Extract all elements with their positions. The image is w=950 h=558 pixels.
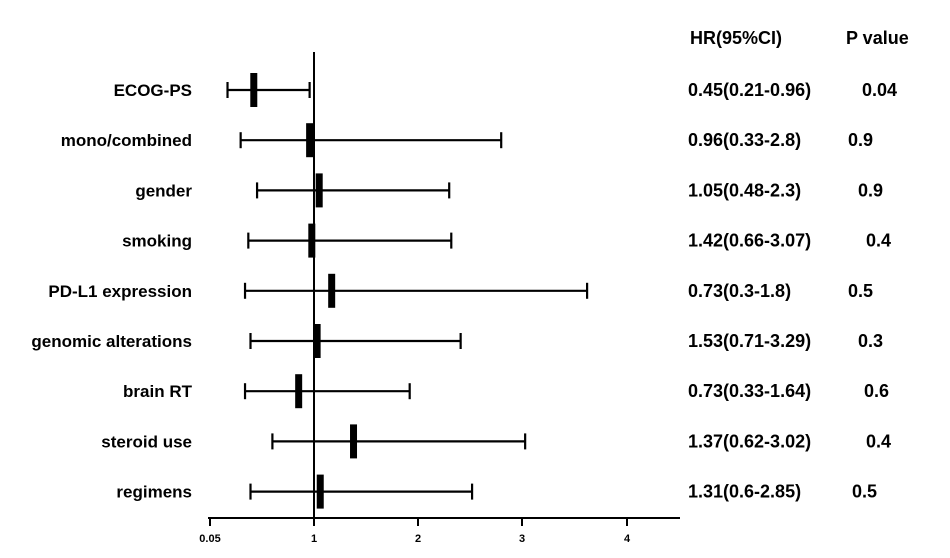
- x-axis: 0.05 1 2 3 4: [199, 517, 680, 545]
- hr-point-marker: [308, 223, 316, 258]
- p-value: 0.6: [864, 381, 889, 401]
- forest-row: PD-L1 expression 0.73(0.3-1.8) 0.5: [48, 273, 873, 308]
- forest-row: ECOG-PS 0.45(0.21-0.96) 0.04: [114, 73, 897, 107]
- variable-label: gender: [135, 181, 192, 200]
- p-value: 0.9: [848, 130, 873, 150]
- x-tick-label: 0.05: [199, 533, 220, 545]
- forest-row: gender 1.05(0.48-2.3) 0.9: [135, 173, 883, 208]
- variable-label: regimens: [116, 483, 192, 502]
- hr-ci-value: 0.73(0.33-1.64): [688, 381, 811, 401]
- p-value: 0.4: [866, 231, 891, 251]
- hr-ci-value: 1.37(0.62-3.02): [688, 431, 811, 451]
- hr-ci-value: 1.42(0.66-3.07): [688, 231, 811, 251]
- variable-label: ECOG-PS: [114, 81, 192, 100]
- variable-label: genomic alterations: [31, 332, 192, 351]
- forest-row: mono/combined 0.96(0.33-2.8) 0.9: [61, 123, 873, 158]
- p-value: 0.04: [862, 80, 897, 100]
- forest-row: brain RT 0.73(0.33-1.64) 0.6: [123, 374, 889, 409]
- x-tick-label: 4: [624, 533, 631, 545]
- forest-row: regimens 1.31(0.6-2.85) 0.5: [116, 474, 877, 509]
- p-value: 0.5: [852, 482, 877, 502]
- hr-point-marker: [313, 324, 321, 358]
- p-value: 0.4: [866, 431, 891, 451]
- forest-row: smoking 1.42(0.66-3.07) 0.4: [122, 223, 891, 258]
- x-tick-label: 2: [415, 533, 421, 545]
- rows-layer: ECOG-PS 0.45(0.21-0.96) 0.04 mono/combined 0…: [31, 52, 897, 518]
- hr-ci-value: 0.45(0.21-0.96): [688, 80, 811, 100]
- variable-label: mono/combined: [61, 131, 192, 150]
- hr-point-marker: [315, 173, 323, 208]
- variable-label: steroid use: [101, 432, 192, 451]
- variable-label: smoking: [122, 232, 192, 251]
- hr-point-marker: [316, 474, 324, 509]
- hr-point-marker: [328, 273, 336, 308]
- hr-point-marker: [295, 374, 303, 409]
- hr-point-marker: [350, 424, 358, 459]
- hr-ci-value: 0.73(0.3-1.8): [688, 281, 791, 301]
- hr-column-header: HR(95%CI): [690, 28, 782, 48]
- p-column-header: P value: [846, 28, 909, 48]
- p-value: 0.3: [858, 331, 883, 351]
- hr-ci-value: 1.53(0.71-3.29): [688, 331, 811, 351]
- p-value: 0.5: [848, 281, 873, 301]
- hr-ci-value: 0.96(0.33-2.8): [688, 130, 801, 150]
- hr-ci-value: 1.05(0.48-2.3): [688, 180, 801, 200]
- column-headers: HR(95%CI) P value: [690, 28, 909, 48]
- p-value: 0.9: [858, 180, 883, 200]
- hr-point-marker: [250, 73, 258, 107]
- x-tick-label: 3: [519, 533, 525, 545]
- forest-row: genomic alterations 1.53(0.71-3.29) 0.3: [31, 324, 883, 358]
- forest-row: steroid use 1.37(0.62-3.02) 0.4: [101, 424, 891, 459]
- x-tick-label: 1: [311, 533, 317, 545]
- variable-label: PD-L1 expression: [48, 282, 192, 301]
- hr-point-marker: [306, 123, 314, 158]
- hr-ci-value: 1.31(0.6-2.85): [688, 482, 801, 502]
- variable-label: brain RT: [123, 382, 193, 401]
